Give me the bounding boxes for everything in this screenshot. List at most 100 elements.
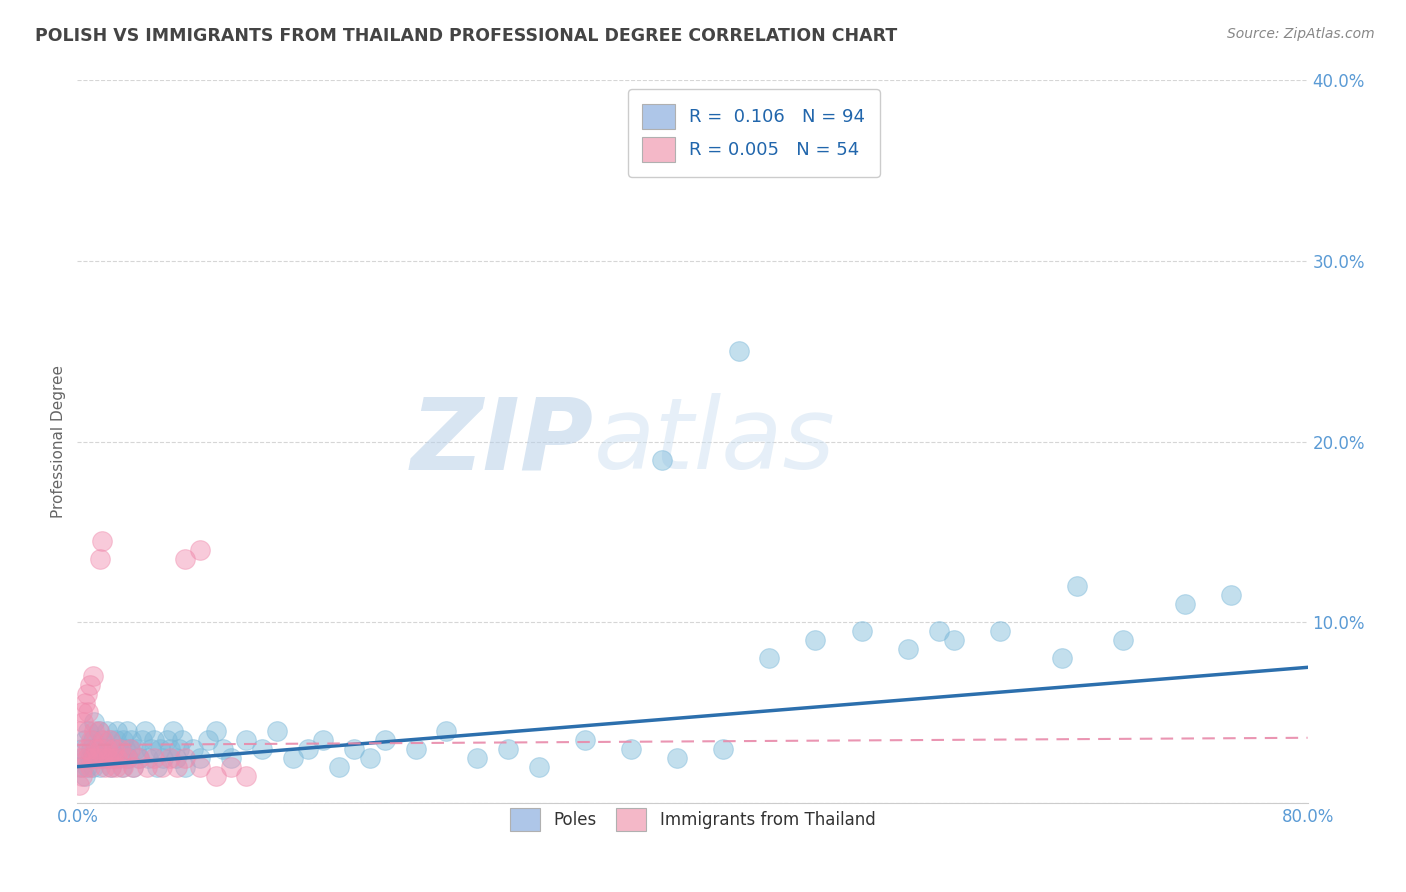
Point (77, 706, 100, 720)
Point (87, 723, 110, 738)
Point (105, 723, 128, 738)
Point (188, 542, 212, 557)
Point (897, 642, 920, 657)
Text: Source: ZipAtlas.com: Source: ZipAtlas.com (1227, 27, 1375, 41)
Point (96, 723, 118, 738)
Point (727, 344, 749, 359)
Point (162, 723, 184, 738)
Point (76, 750, 98, 764)
Point (711, 741, 734, 756)
Point (143, 732, 166, 747)
Point (134, 723, 156, 738)
Point (666, 750, 689, 764)
Text: ZIP: ZIP (411, 393, 595, 490)
Point (110, 750, 132, 764)
Point (89, 552, 111, 566)
Point (82, 750, 104, 764)
Point (70, 706, 93, 720)
Point (281, 750, 304, 764)
Point (94, 760, 117, 774)
Point (110, 741, 132, 756)
Point (988, 624, 1011, 639)
Point (197, 732, 219, 747)
Point (100, 760, 122, 774)
Point (69, 750, 91, 764)
Point (83, 714, 105, 729)
Point (136, 750, 159, 764)
Point (72, 750, 94, 764)
Point (167, 741, 190, 756)
Point (89, 741, 111, 756)
Point (128, 750, 150, 764)
Point (89, 741, 111, 756)
Point (496, 741, 519, 756)
Point (89, 760, 111, 774)
Point (101, 750, 124, 764)
Point (84, 741, 107, 756)
Point (103, 741, 125, 756)
Point (159, 750, 181, 764)
Point (312, 732, 335, 747)
Y-axis label: Professional Degree: Professional Degree (51, 365, 66, 518)
Point (72, 714, 94, 729)
Point (112, 732, 135, 747)
Point (115, 723, 138, 738)
Point (121, 760, 143, 774)
Point (188, 750, 212, 764)
Point (219, 760, 242, 774)
Point (100, 760, 122, 774)
Point (90, 732, 114, 747)
Point (527, 760, 550, 774)
Point (76, 760, 98, 774)
Point (104, 760, 127, 774)
Point (73, 769, 96, 783)
Point (1050, 651, 1073, 665)
Point (174, 760, 197, 774)
Point (131, 732, 153, 747)
Point (90, 750, 114, 764)
Point (79, 678, 101, 692)
Point (115, 750, 138, 764)
Point (146, 760, 169, 774)
Point (149, 741, 172, 756)
Point (101, 741, 124, 756)
Point (620, 741, 643, 756)
Point (328, 760, 350, 774)
Point (77, 741, 100, 756)
Point (93, 750, 115, 764)
Point (120, 732, 142, 747)
Point (405, 741, 427, 756)
Point (70, 769, 93, 783)
Point (159, 741, 181, 756)
Text: POLISH VS IMMIGRANTS FROM THAILAND PROFESSIONAL DEGREE CORRELATION CHART: POLISH VS IMMIGRANTS FROM THAILAND PROFE… (35, 27, 897, 45)
Point (150, 760, 173, 774)
Point (73, 732, 96, 747)
Point (93, 732, 115, 747)
Point (928, 624, 950, 639)
Point (82, 732, 104, 747)
Point (108, 741, 131, 756)
Point (98, 732, 121, 747)
Point (374, 732, 396, 747)
Point (152, 750, 174, 764)
Point (69, 723, 91, 738)
Point (98, 732, 121, 747)
Point (114, 741, 136, 756)
Point (574, 732, 596, 747)
Point (86, 750, 108, 764)
Point (465, 750, 488, 764)
Point (235, 732, 257, 747)
Point (1219, 588, 1241, 602)
Point (188, 760, 212, 774)
Point (165, 750, 187, 764)
Point (166, 760, 188, 774)
Point (128, 750, 150, 764)
Point (111, 760, 134, 774)
Point (170, 732, 193, 747)
Point (73, 741, 96, 756)
Point (105, 750, 128, 764)
Point (250, 741, 273, 756)
Point (73, 697, 96, 711)
Point (297, 741, 319, 756)
Point (96, 741, 118, 756)
